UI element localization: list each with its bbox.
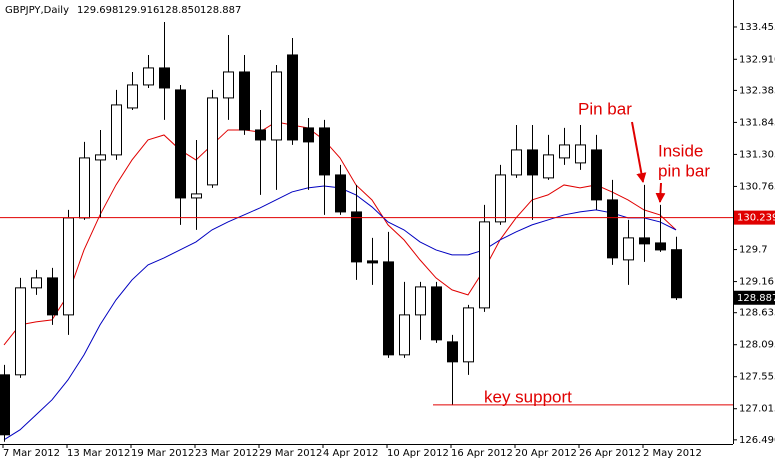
header-open: 129.698 — [77, 5, 118, 16]
candle-body — [367, 260, 378, 264]
symbol: GBPJPY,Daily — [5, 5, 69, 16]
candle-body — [143, 67, 154, 86]
candle-body — [111, 104, 122, 156]
y-tick-label: 128.095 — [739, 340, 775, 351]
x-tick-label: 10 Apr 2012 — [387, 448, 449, 459]
x-tick-label: 16 Apr 2012 — [451, 448, 513, 459]
candle-body — [15, 287, 26, 376]
candle-body — [63, 217, 74, 316]
candle-body — [79, 157, 90, 219]
x-tick-label: 20 Apr 2012 — [515, 448, 577, 459]
candle-body — [527, 149, 538, 176]
candle-body — [0, 374, 10, 436]
candle-body — [255, 129, 266, 141]
annotation-support: key support — [484, 387, 572, 406]
price-line-tag — [734, 210, 775, 225]
annotation-arrow — [631, 121, 647, 183]
candle-body — [271, 71, 282, 141]
candle-body — [207, 97, 218, 186]
candle-body — [655, 242, 666, 251]
last-price-tag — [734, 290, 775, 305]
candle-body — [191, 193, 202, 199]
x-tick-label: 26 Apr 2012 — [579, 448, 641, 459]
x-tick-label: 23 Mar 2012 — [195, 448, 258, 459]
moving-average — [3, 121, 677, 346]
candle-body — [511, 149, 522, 176]
header-close: 128.887 — [200, 5, 241, 16]
y-tick-label: 129.16 — [739, 277, 774, 288]
x-tick-label: 4 Apr 2012 — [323, 448, 378, 459]
candle-body — [95, 154, 106, 161]
candle-body — [559, 144, 570, 159]
annotation-inside: pin bar — [658, 161, 710, 180]
annotation-inside: Inside — [658, 141, 703, 160]
y-tick-label: 131.845 — [739, 117, 775, 128]
annotation-pin-bar: Pin bar — [578, 99, 632, 118]
candle-body — [127, 84, 138, 109]
candle-body — [383, 261, 394, 356]
candle-body — [447, 341, 458, 363]
header-high: 129.916 — [118, 5, 159, 16]
y-tick-label: 132.910 — [739, 54, 775, 65]
candle-body — [431, 286, 442, 341]
x-tick-label: 13 Mar 2012 — [67, 448, 130, 459]
candle-body — [671, 249, 682, 299]
candle-body — [607, 199, 618, 259]
y-tick-label: 129.7 — [739, 245, 768, 256]
last-price-label: 128.887 — [737, 293, 775, 304]
candle-body — [479, 221, 490, 309]
y-tick-label: 128.635 — [739, 308, 775, 319]
candle-body — [351, 211, 362, 263]
candle-body — [159, 67, 170, 89]
candle-body — [319, 127, 330, 176]
y-tick-label: 132.385 — [739, 85, 775, 96]
candle-body — [415, 286, 426, 316]
y-tick-label: 127.555 — [739, 372, 775, 383]
candle-body — [575, 144, 586, 164]
candle-body — [639, 237, 650, 245]
candle-body — [591, 149, 602, 201]
header-low: 128.850 — [159, 5, 200, 16]
y-tick-label: 130.765 — [739, 181, 775, 192]
price-line-label: 130.239 — [737, 213, 775, 224]
candle-body — [623, 237, 634, 261]
annotation-arrow — [655, 182, 666, 203]
candle-body — [303, 127, 314, 143]
x-tick-label: 29 Mar 2012 — [259, 448, 322, 459]
y-tick-label: 133.455 — [739, 22, 775, 33]
x-tick-label: 19 Mar 2012 — [131, 448, 194, 459]
candle-body — [335, 174, 346, 213]
candle-body — [287, 54, 298, 141]
candle-body — [495, 174, 506, 223]
candle-body — [31, 277, 42, 289]
candle-body — [223, 71, 234, 99]
x-tick-label: 7 Mar 2012 — [3, 448, 60, 459]
y-tick-label: 131.305 — [739, 149, 775, 160]
y-tick-label: 127.015 — [739, 404, 775, 415]
candle-body — [239, 71, 250, 131]
y-tick-label: 126.490 — [739, 435, 775, 446]
candle-body — [399, 314, 410, 356]
candle-body — [47, 277, 58, 316]
x-tick-label: 2 May 2012 — [643, 448, 702, 459]
candle-body — [543, 154, 554, 179]
candle-body — [175, 89, 186, 199]
candle-body — [463, 307, 474, 363]
